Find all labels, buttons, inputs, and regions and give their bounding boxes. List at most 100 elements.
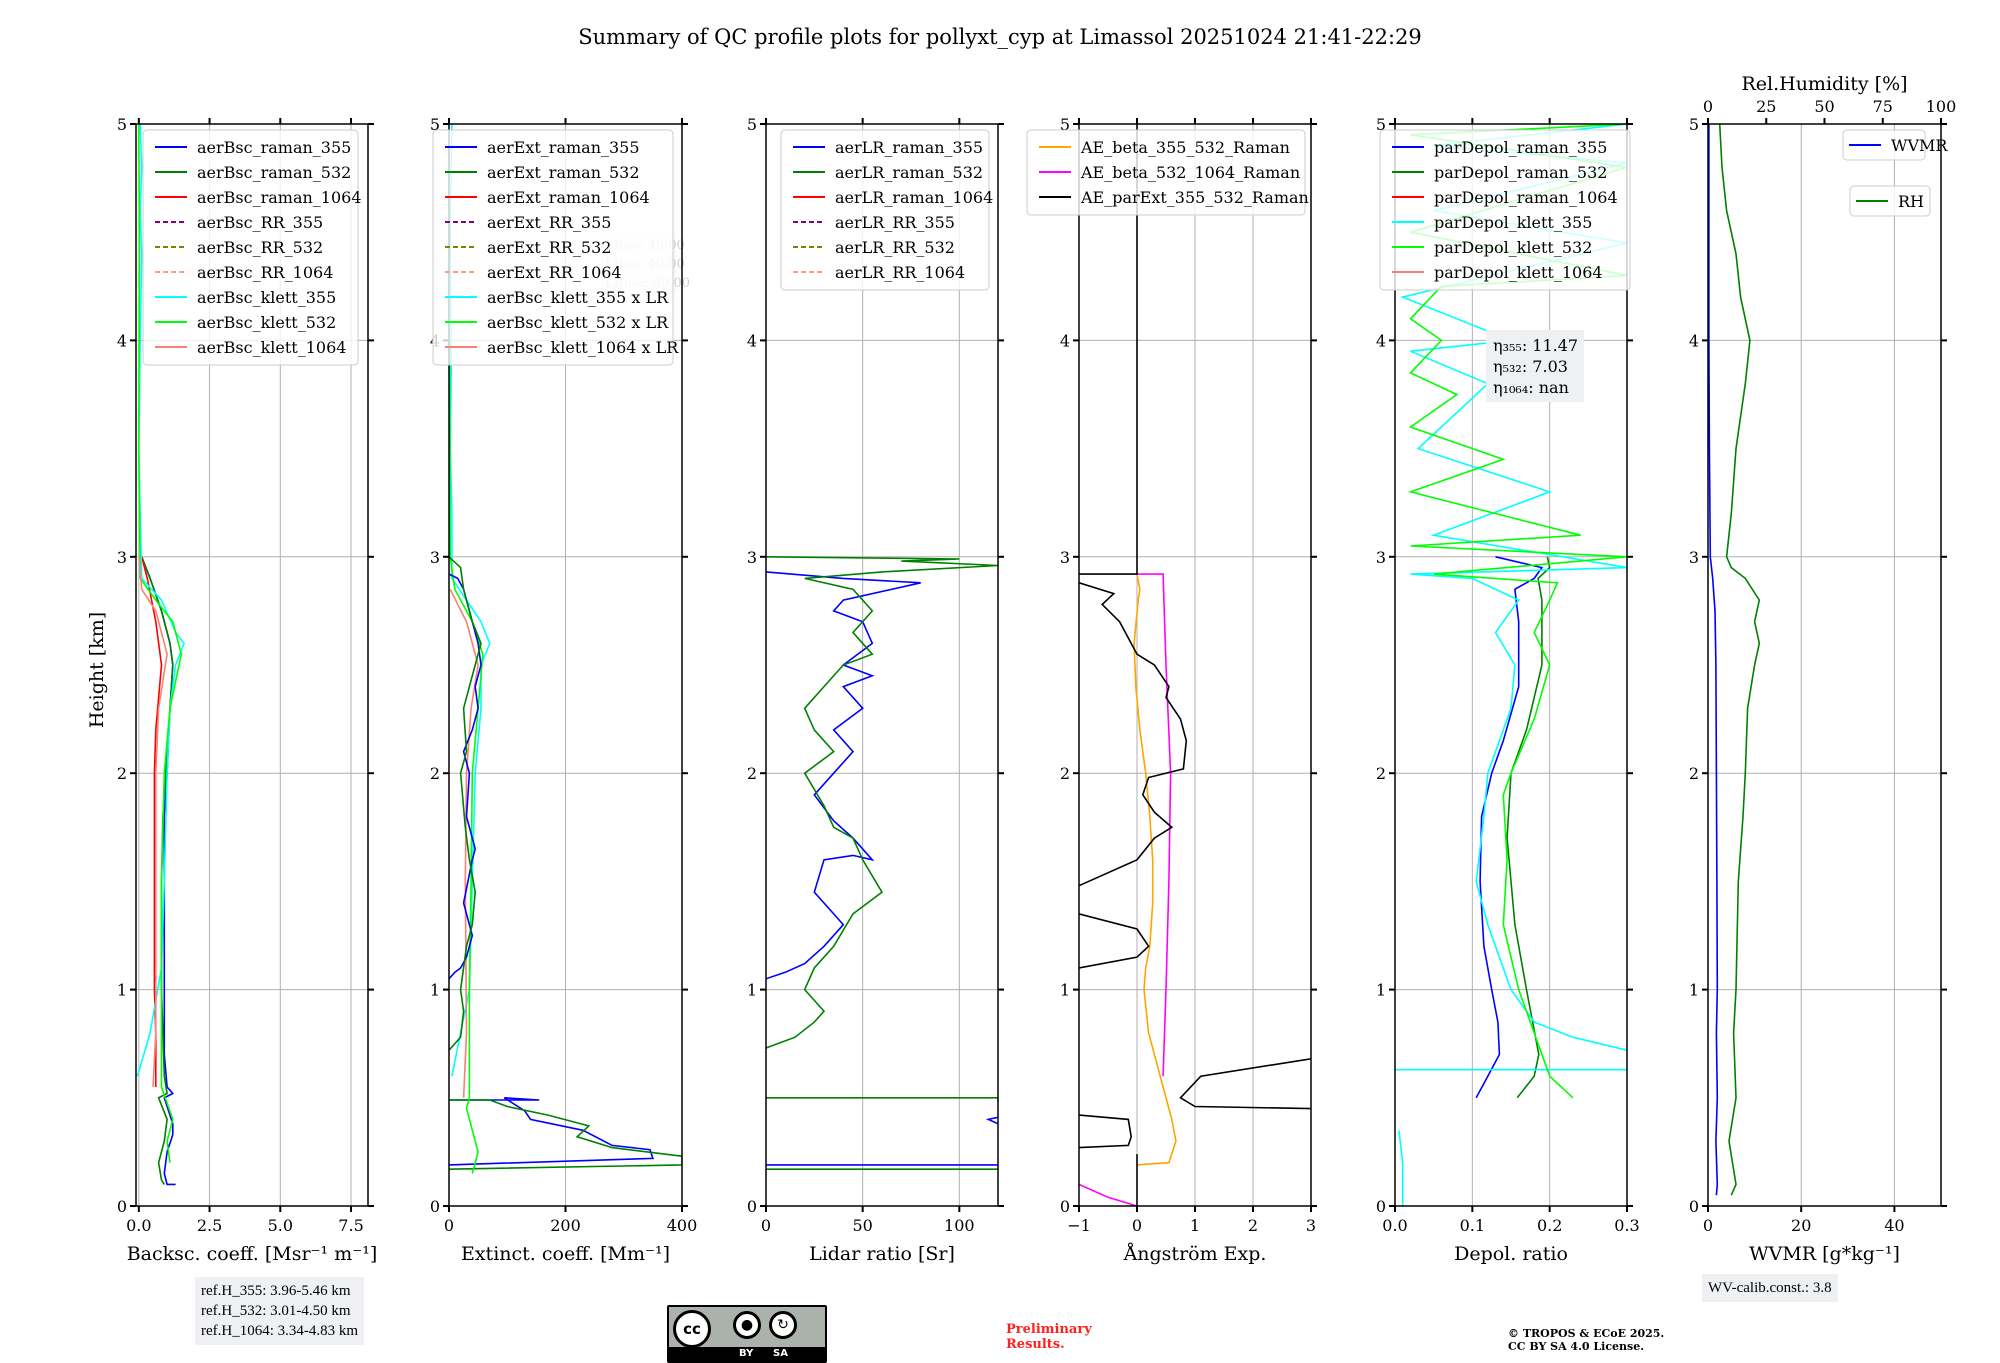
y-tick-label: 3 <box>1376 548 1386 567</box>
x-tick-label: 5.0 <box>268 1216 293 1235</box>
x-tick-label: 0 <box>444 1216 454 1235</box>
y-tick-label: 4 <box>1060 331 1070 350</box>
panel-extinction: 0123450200400Extinct. coeff. [Mm⁻¹]aerEx… <box>430 115 697 1265</box>
wv-calib-const: WV-calib.const.: 3.8 <box>1708 1280 1832 1296</box>
legend-wvmr: WVMR <box>1842 129 1948 161</box>
series-line-aerext-raman-355 <box>449 1097 654 1166</box>
by-person-icon: ● <box>733 1311 761 1339</box>
legend-label: aerBsc_raman_1064 <box>197 188 362 207</box>
cc-icon: cc <box>673 1310 711 1348</box>
ref-heights-box: ref.H_355: 3.96-5.46 km ref.H_532: 3.01-… <box>195 1277 365 1345</box>
legend-label: aerLR_raman_1064 <box>835 188 993 207</box>
x-tick-label: 100 <box>944 1216 975 1235</box>
x-tick-top-label: 75 <box>1873 97 1893 116</box>
series-line-rh <box>1718 124 1761 1196</box>
legend-label: aerExt_raman_532 <box>487 163 640 182</box>
sa-share-icon: ↻ <box>769 1311 797 1339</box>
x-axis-top-label: Rel.Humidity [%] <box>1741 73 1907 95</box>
svg-text:η₁₀₆₄: nan: η₁₀₆₄: nan <box>1493 378 1569 397</box>
y-tick-label: 3 <box>1060 548 1070 567</box>
y-tick-label: 2 <box>117 764 127 783</box>
x-tick-top-label: 25 <box>1756 97 1776 116</box>
y-tick-label: 1 <box>1376 981 1386 1000</box>
legend-label: aerBsc_RR_1064 <box>197 263 333 282</box>
series-line-ae-parext-355-532-raman-5- <box>1079 124 1138 575</box>
axes-frame <box>1707 123 1942 1207</box>
y-tick-label: 3 <box>747 548 757 567</box>
legend-label: aerBsc_RR_355 <box>197 213 323 232</box>
legend-label: aerExt_RR_532 <box>487 238 611 257</box>
legend-label: aerBsc_RR_532 <box>197 238 323 257</box>
x-axis-label: Lidar ratio [Sr] <box>809 1243 955 1265</box>
by-label: BY <box>739 1348 754 1359</box>
series-line-aerbsc-raman-1064 <box>140 556 163 1087</box>
series-line-aerbsc-raman-532 <box>140 556 174 1185</box>
y-tick-label: 4 <box>117 331 127 350</box>
eta-info-box: η₃₅₅: 11.47 η₅₃₂: 7.03 η₁₀₆₄: nan <box>1486 330 1584 402</box>
y-tick-label: 1 <box>747 981 757 1000</box>
series-line-ae-beta-532-1064-raman-low- <box>1079 1183 1138 1206</box>
series-line-aerlr-raman-532 <box>766 556 998 1049</box>
y-tick-label: 5 <box>747 115 757 134</box>
y-tick-label: 5 <box>1689 115 1699 134</box>
x-axis-label: Depol. ratio <box>1454 1243 1568 1265</box>
legend-label: aerLR_raman_355 <box>835 138 983 157</box>
legend-backscatter: aerBsc_raman_355 aerBsc_raman_532 aerBsc_r… <box>142 129 362 366</box>
y-tick-label: 1 <box>1060 981 1070 1000</box>
x-tick-top-label: 0 <box>1703 97 1713 116</box>
legend-label: aerBsc_raman_355 <box>197 138 351 157</box>
legend-label: parDepol_raman_532 <box>1434 163 1607 182</box>
sa-label: SA <box>773 1348 788 1359</box>
svg-text:η₅₃₂: 7.03: η₅₃₂: 7.03 <box>1493 357 1568 376</box>
y-tick-label: 4 <box>747 331 757 350</box>
x-tick-label: 0.1 <box>1460 1216 1485 1235</box>
legend-label: aerBsc_raman_532 <box>197 163 351 182</box>
series-line-aerlr-raman-355 <box>766 571 921 980</box>
legend-label: aerExt_raman_355 <box>487 138 640 157</box>
legend-rh: RH <box>1849 185 1931 217</box>
y-tick-label: 2 <box>1060 764 1070 783</box>
ref-height-532: ref.H_532: 3.01-4.50 km <box>201 1303 351 1319</box>
x-tick-label: 0.2 <box>1537 1216 1562 1235</box>
series-line-ae-parext-355-532-raman-4- <box>1079 582 1188 887</box>
legend-label: parDepol_klett_355 <box>1434 213 1592 232</box>
series-line-aerext-raman-532 <box>449 1099 682 1170</box>
x-tick-label: 3 <box>1306 1216 1316 1235</box>
y-tick-label: 5 <box>117 115 127 134</box>
y-tick-label: 3 <box>1689 548 1699 567</box>
x-tick-label: 2.5 <box>197 1216 222 1235</box>
series-line-aerbsc-klett-532-x-lr <box>449 340 484 1174</box>
y-tick-label: 4 <box>1376 331 1386 350</box>
series-line-ae-parext-355-532-raman <box>1079 1114 1133 1149</box>
y-axis-label: Height [km] <box>86 612 108 728</box>
series-line-aerext-raman-532-noisy- <box>449 556 482 1051</box>
y-tick-label: 0 <box>1376 1197 1386 1216</box>
y-tick-label: 2 <box>1689 764 1699 783</box>
legend-label: parDepol_raman_1064 <box>1434 188 1618 207</box>
axes-frame <box>135 123 369 1207</box>
legend-label: aerBsc_klett_532 <box>197 313 336 332</box>
cc-license-badge: cc ● ↻ BY SA <box>667 1305 827 1363</box>
axes-frame <box>1394 123 1628 1207</box>
series-line-aerlr-raman-355-low2- <box>985 1116 998 1125</box>
y-tick-label: 2 <box>1376 764 1386 783</box>
x-tick-label: 40 <box>1884 1216 1904 1235</box>
y-tick-label: 4 <box>1689 331 1699 350</box>
series-line-wvmr <box>1708 124 1719 1196</box>
legend-label: aerBsc_klett_355 <box>197 288 336 307</box>
copyright-note: © TROPOS & ECoE 2025. CC BY SA 4.0 Licen… <box>1508 1327 1665 1353</box>
y-tick-label: 1 <box>117 981 127 1000</box>
x-tick-label: 2 <box>1248 1216 1258 1235</box>
legend-label: WVMR <box>1891 136 1948 155</box>
x-axis-label: Backsc. coeff. [Msr⁻¹ m⁻¹] <box>127 1243 378 1265</box>
y-tick-label: 0 <box>430 1197 440 1216</box>
series-line-aerbsc-klett-532 <box>137 124 183 1163</box>
x-tick-label: 20 <box>1791 1216 1811 1235</box>
legend-extinction: aerExt_raman_355 aerExt_raman_532 aerExt_r… <box>432 129 679 366</box>
x-tick-label: 0 <box>761 1216 771 1235</box>
legend-lidar-ratio: aerLR_raman_355 aerLR_raman_532 aerLR_rama… <box>780 129 993 291</box>
